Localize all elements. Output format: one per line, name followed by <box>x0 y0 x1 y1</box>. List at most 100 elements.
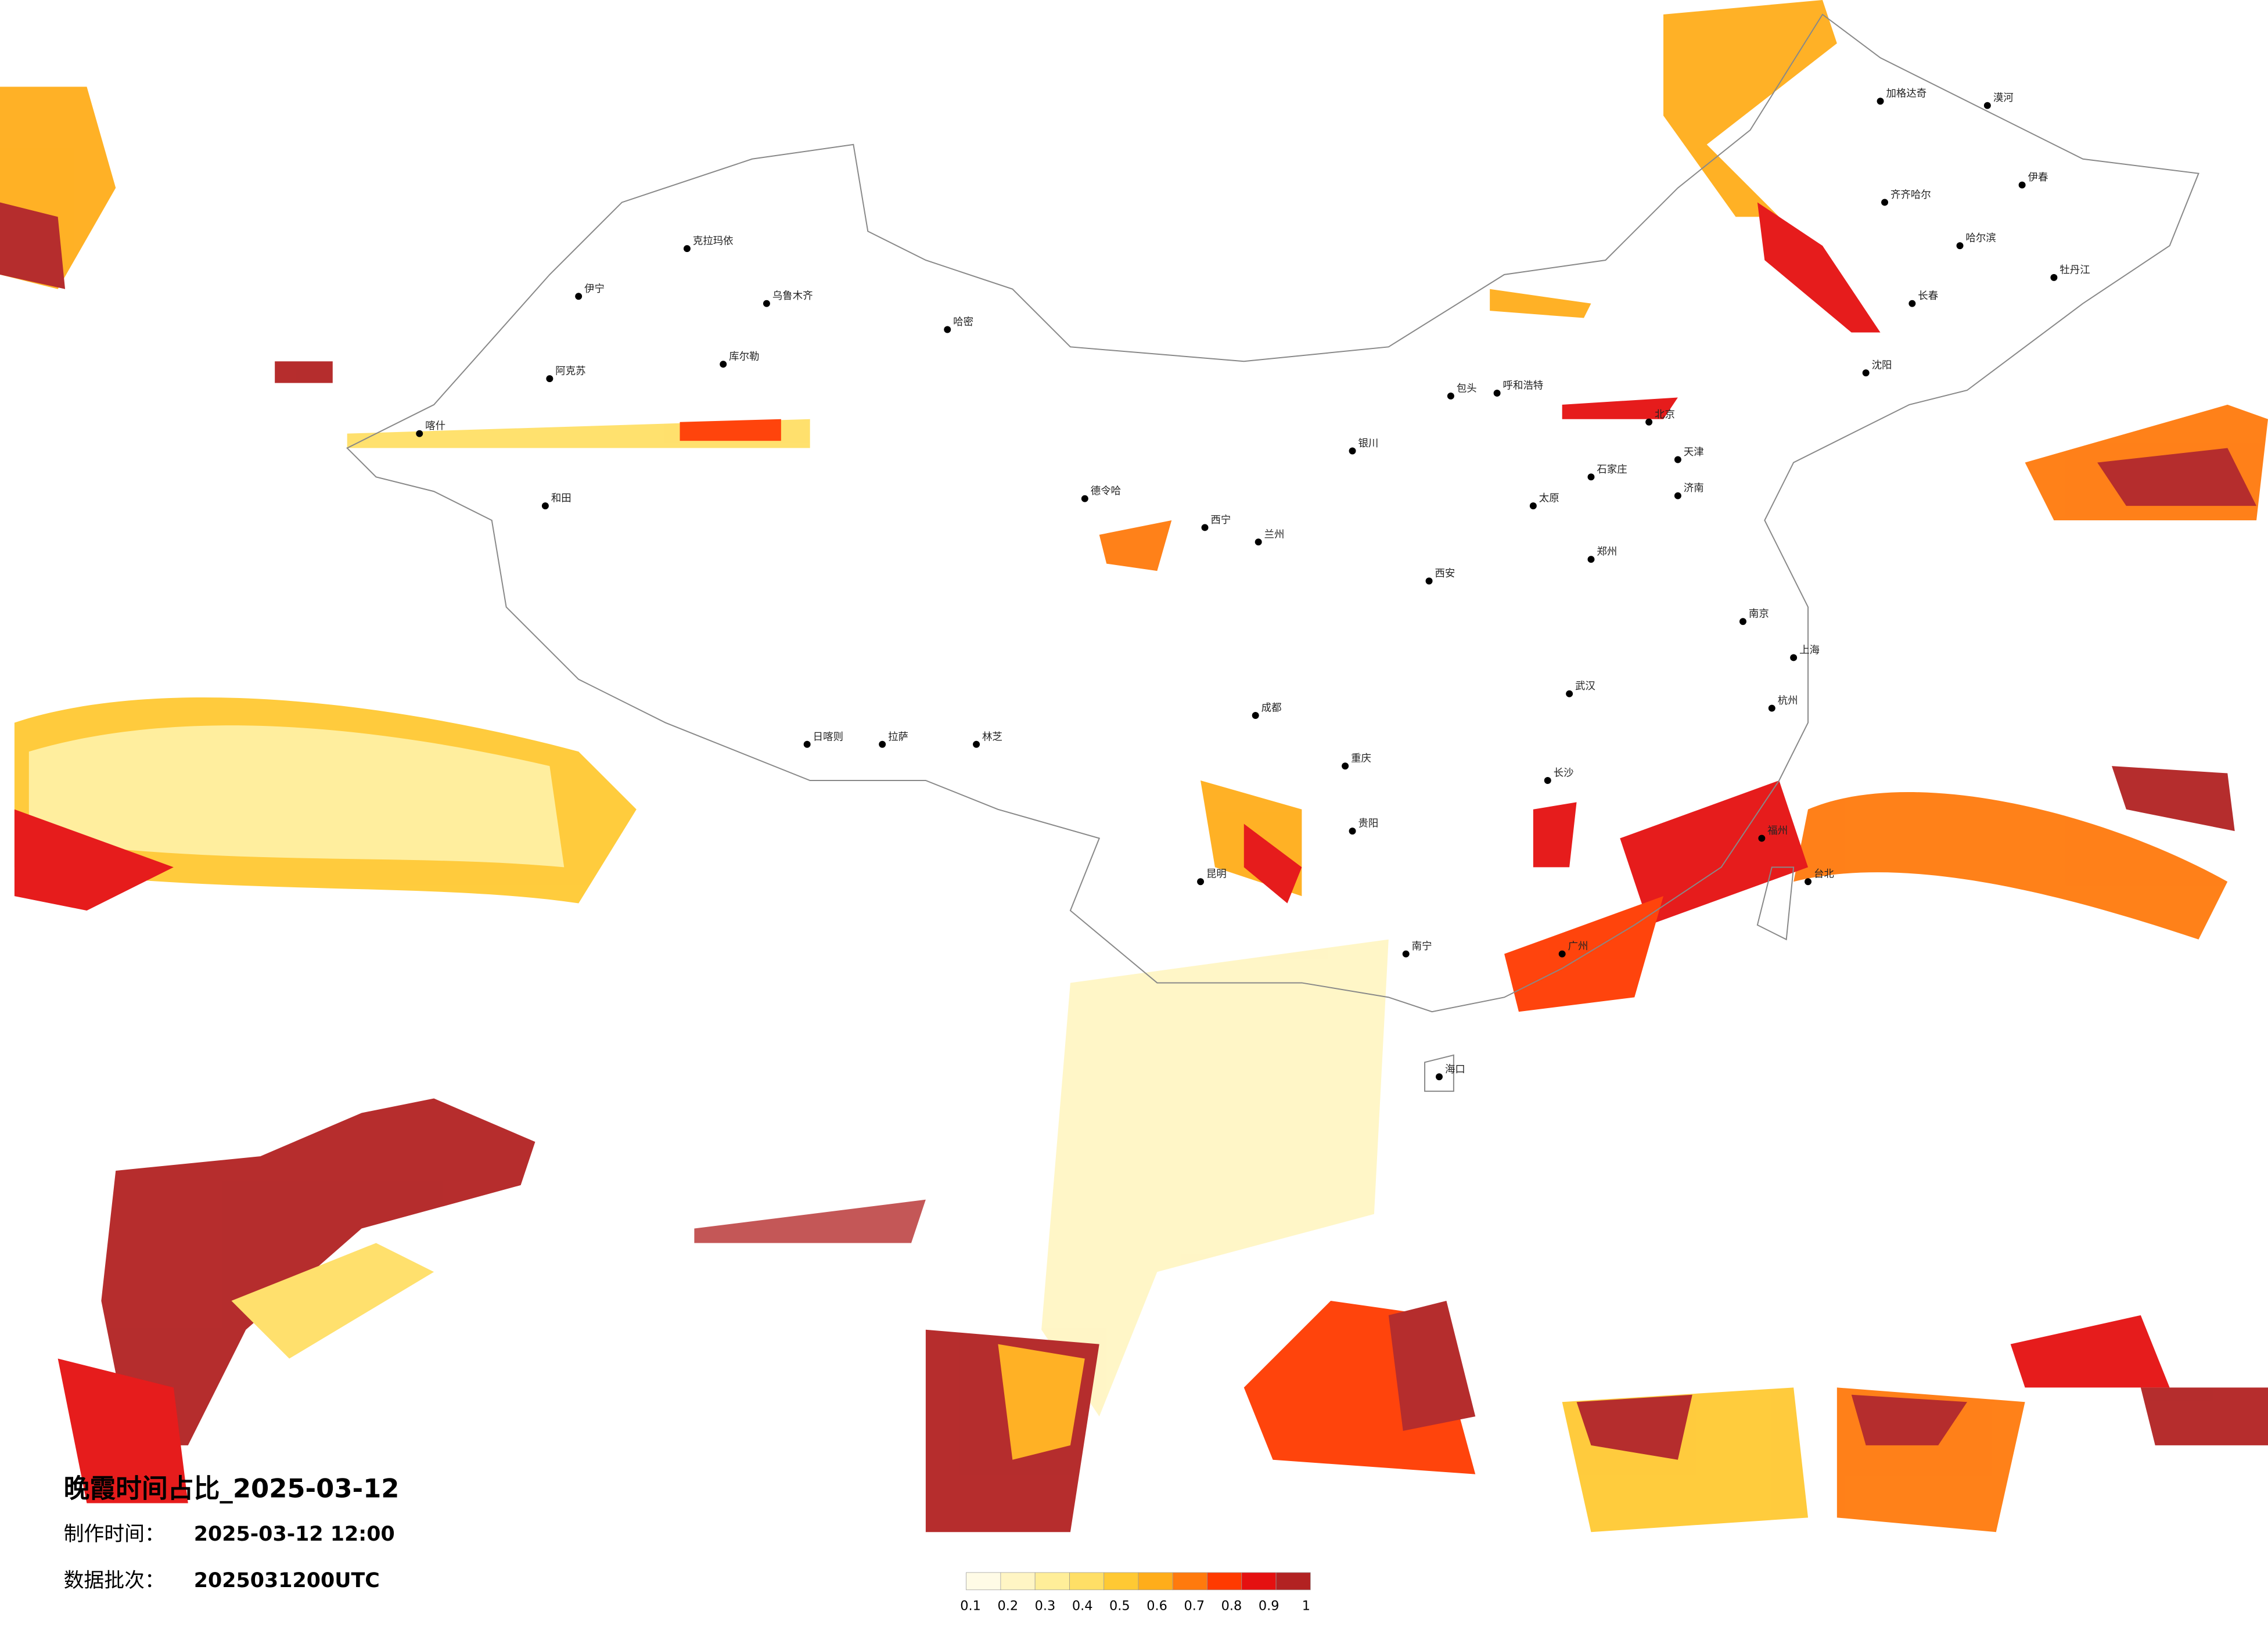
legend-swatch <box>1000 1572 1036 1591</box>
city-label: 包头 <box>1457 383 1477 394</box>
city-dot <box>1197 878 1205 886</box>
legend-swatch <box>1172 1572 1207 1591</box>
city-dot <box>720 361 727 368</box>
city-dot <box>763 300 770 307</box>
city-dot <box>1805 878 1812 886</box>
city-dot <box>1425 577 1433 585</box>
country-outline <box>346 13 2199 1013</box>
island-outline <box>1756 866 1795 941</box>
batch-id: 2025031200UTC <box>194 1569 380 1592</box>
legend-swatch <box>1034 1572 1070 1591</box>
legend-swatch <box>1138 1572 1173 1591</box>
city-dot <box>1956 242 1964 250</box>
batch-label: 数据批次： <box>64 1569 165 1592</box>
city-label: 上海 <box>1799 645 1820 656</box>
legend-swatch <box>1104 1572 1139 1591</box>
legend-swatch <box>1069 1572 1105 1591</box>
city-dot <box>1877 98 1884 105</box>
city-dot <box>973 740 980 748</box>
legend-tick-label: 0.9 <box>1259 1599 1279 1614</box>
legend-tick-label: 0.2 <box>997 1599 1018 1614</box>
city-label: 长春 <box>1918 290 1938 302</box>
city-dot <box>575 293 583 300</box>
city-label: 乌鲁木齐 <box>772 290 813 302</box>
legend-tick-label: 0.5 <box>1109 1599 1130 1614</box>
legend-tick-label: 1 <box>1302 1599 1310 1614</box>
city-dot <box>1862 369 1870 377</box>
city-dot <box>1349 828 1356 835</box>
city-dot <box>1529 502 1537 510</box>
city-label: 喀什 <box>425 420 445 432</box>
city-dot <box>1739 618 1746 625</box>
city-label: 天津 <box>1684 447 1704 458</box>
city-label: 沈阳 <box>1872 360 1892 372</box>
legend-swatch <box>1275 1572 1311 1591</box>
city-dot <box>944 326 951 333</box>
legend-swatch <box>966 1572 1001 1591</box>
city-label: 西安 <box>1435 568 1455 580</box>
city-dot <box>1558 950 1566 958</box>
city-label: 南京 <box>1749 609 1769 620</box>
city-label: 郑州 <box>1597 546 1617 558</box>
legend-tick-label: 0.8 <box>1221 1599 1242 1614</box>
city-label: 北京 <box>1655 409 1675 420</box>
city-dot <box>1342 762 1349 770</box>
city-dot <box>879 740 886 748</box>
city-label: 库尔勒 <box>729 351 759 363</box>
city-label: 牡丹江 <box>2059 264 2090 276</box>
legend-tick-label: 0.3 <box>1035 1599 1056 1614</box>
city-dot <box>803 740 811 748</box>
made-label: 制作时间： <box>64 1523 165 1546</box>
city-label: 阿克苏 <box>555 366 585 377</box>
city-dot <box>541 502 549 510</box>
city-dot <box>1566 690 1573 697</box>
city-dot <box>1587 556 1595 563</box>
city-dot <box>1645 418 1653 426</box>
city-dot <box>1758 834 1766 842</box>
city-label: 哈尔滨 <box>1965 233 1996 244</box>
city-label: 哈密 <box>953 316 973 328</box>
city-label: 杭州 <box>1778 695 1798 707</box>
city-dot <box>1349 447 1356 455</box>
city-dot <box>1983 102 1991 109</box>
city-label: 广州 <box>1568 941 1588 952</box>
city-dot <box>1768 704 1775 712</box>
city-dot <box>1255 538 1262 546</box>
city-label: 石家庄 <box>1597 464 1627 476</box>
heat-field <box>0 0 2268 1533</box>
city-label: 成都 <box>1261 703 1282 714</box>
city-dot <box>1436 1073 1443 1081</box>
made-time: 2025-03-12 12:00 <box>194 1523 395 1546</box>
city-dot <box>2050 274 2058 281</box>
city-dot <box>1881 199 1889 206</box>
city-label: 和田 <box>551 493 572 505</box>
city-label: 加格达奇 <box>1886 88 1927 100</box>
city-label: 太原 <box>1539 493 1559 505</box>
city-label: 林芝 <box>982 731 1002 743</box>
map-title: 晚霞时间占比_2025-03-12 <box>64 1473 400 1504</box>
city-dot <box>1790 654 1798 661</box>
island-outline <box>1424 1054 1454 1092</box>
city-label: 台北 <box>1814 869 1834 880</box>
legend-tick-label: 0.6 <box>1146 1599 1167 1614</box>
city-dot <box>1544 777 1551 784</box>
legend-tick-label: 0.1 <box>960 1599 981 1614</box>
legend-swatch <box>1207 1572 1242 1591</box>
city-label: 济南 <box>1684 483 1704 494</box>
city-dot <box>1252 712 1259 719</box>
city-label: 漠河 <box>1993 92 2014 104</box>
city-dot <box>1493 390 1501 397</box>
city-dot <box>683 245 691 253</box>
city-label: 福州 <box>1767 825 1788 837</box>
city-dot <box>1674 456 1681 463</box>
legend: 0.1 0.2 0.3 0.4 0.5 0.6 0.7 0.8 0.9 1 <box>960 1572 1311 1614</box>
city-dot <box>2018 181 2026 189</box>
city-label: 昆明 <box>1206 869 1227 880</box>
city-label: 银川 <box>1358 438 1379 449</box>
city-label: 贵阳 <box>1358 818 1379 830</box>
city-label: 德令哈 <box>1091 485 1121 497</box>
city-label: 日喀则 <box>813 731 843 743</box>
city-label: 齐齐哈尔 <box>1890 189 1931 201</box>
